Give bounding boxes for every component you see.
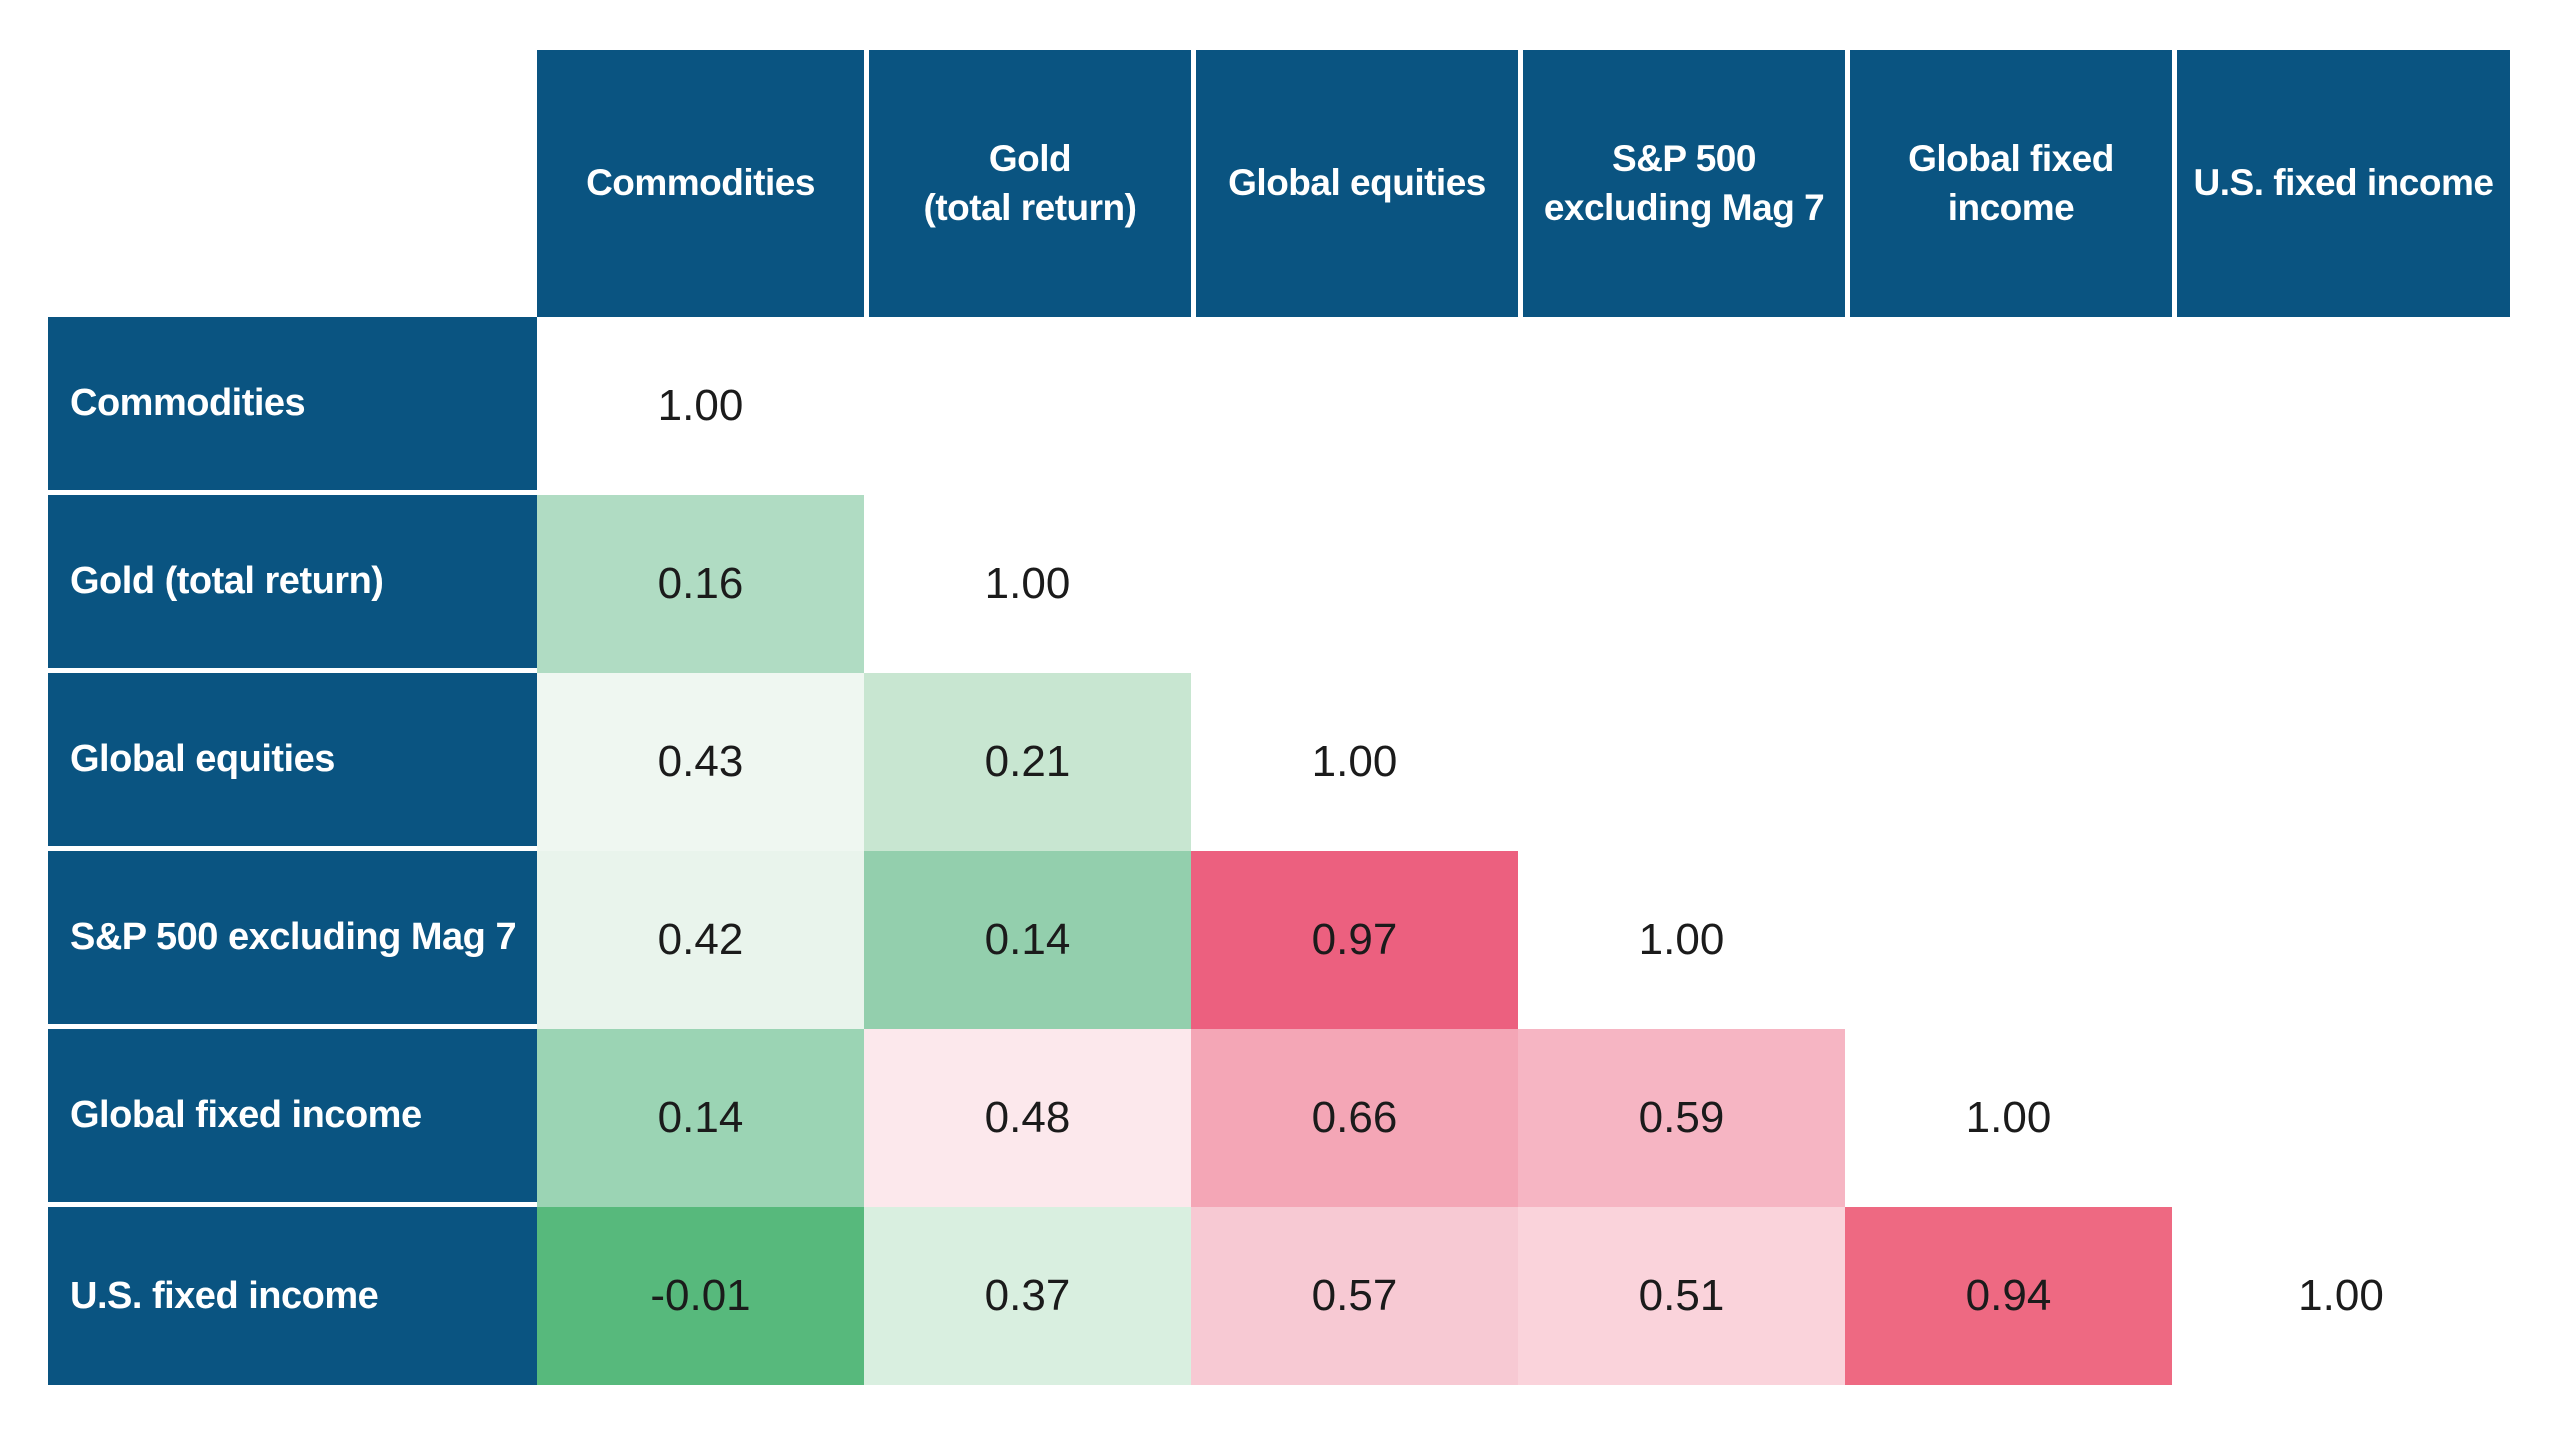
matrix-cell: 0.97 [1191,851,1518,1029]
matrix-cell: 1.00 [1518,851,1845,1029]
matrix-cell: 0.57 [1191,1207,1518,1385]
correlation-matrix-grid: Commodities Gold (total return) Global e… [48,50,2560,1385]
matrix-cell [2172,673,2510,851]
row-header-global-fixed-income: Global fixed income [48,1029,537,1207]
matrix-cell: 1.00 [864,495,1191,673]
matrix-cell [1518,673,1845,851]
column-header-commodities: Commodities [537,50,864,317]
matrix-cell [1845,851,2172,1029]
matrix-cell [1845,317,2172,495]
matrix-cell: 0.66 [1191,1029,1518,1207]
row-header-commodities: Commodities [48,317,537,495]
matrix-cell: 0.21 [864,673,1191,851]
column-header-global-equities: Global equities [1191,50,1518,317]
matrix-cell: 0.42 [537,851,864,1029]
column-header-us-fixed-income: U.S. fixed income [2172,50,2510,317]
matrix-cell [2172,851,2510,1029]
corner-spacer [48,50,537,317]
column-header-sp500-excluding-mag7: S&P 500 excluding Mag 7 [1518,50,1845,317]
matrix-cell [1518,495,1845,673]
matrix-cell: 1.00 [537,317,864,495]
matrix-cell [2172,495,2510,673]
matrix-cell: 0.14 [537,1029,864,1207]
matrix-cell: 1.00 [1191,673,1518,851]
column-header-global-fixed-income: Global fixed income [1845,50,2172,317]
row-header-sp500-excluding-mag7: S&P 500 excluding Mag 7 [48,851,537,1029]
matrix-cell: -0.01 [537,1207,864,1385]
row-header-us-fixed-income: U.S. fixed income [48,1207,537,1385]
matrix-cell [1191,495,1518,673]
row-header-global-equities: Global equities [48,673,537,851]
matrix-cell [2172,317,2510,495]
matrix-cell: 0.48 [864,1029,1191,1207]
matrix-cell: 0.16 [537,495,864,673]
matrix-cell: 0.51 [1518,1207,1845,1385]
matrix-cell [2172,1029,2510,1207]
matrix-cell: 1.00 [1845,1029,2172,1207]
column-header-gold-total-return: Gold (total return) [864,50,1191,317]
matrix-cell [1845,673,2172,851]
matrix-cell: 1.00 [2172,1207,2510,1385]
matrix-cell [1845,495,2172,673]
matrix-cell: 0.59 [1518,1029,1845,1207]
matrix-cell: 0.37 [864,1207,1191,1385]
matrix-cell [864,317,1191,495]
matrix-cell: 0.14 [864,851,1191,1029]
matrix-cell: 0.43 [537,673,864,851]
matrix-cell [1191,317,1518,495]
matrix-cell [1518,317,1845,495]
matrix-cell: 0.94 [1845,1207,2172,1385]
row-header-gold-total-return: Gold (total return) [48,495,537,673]
